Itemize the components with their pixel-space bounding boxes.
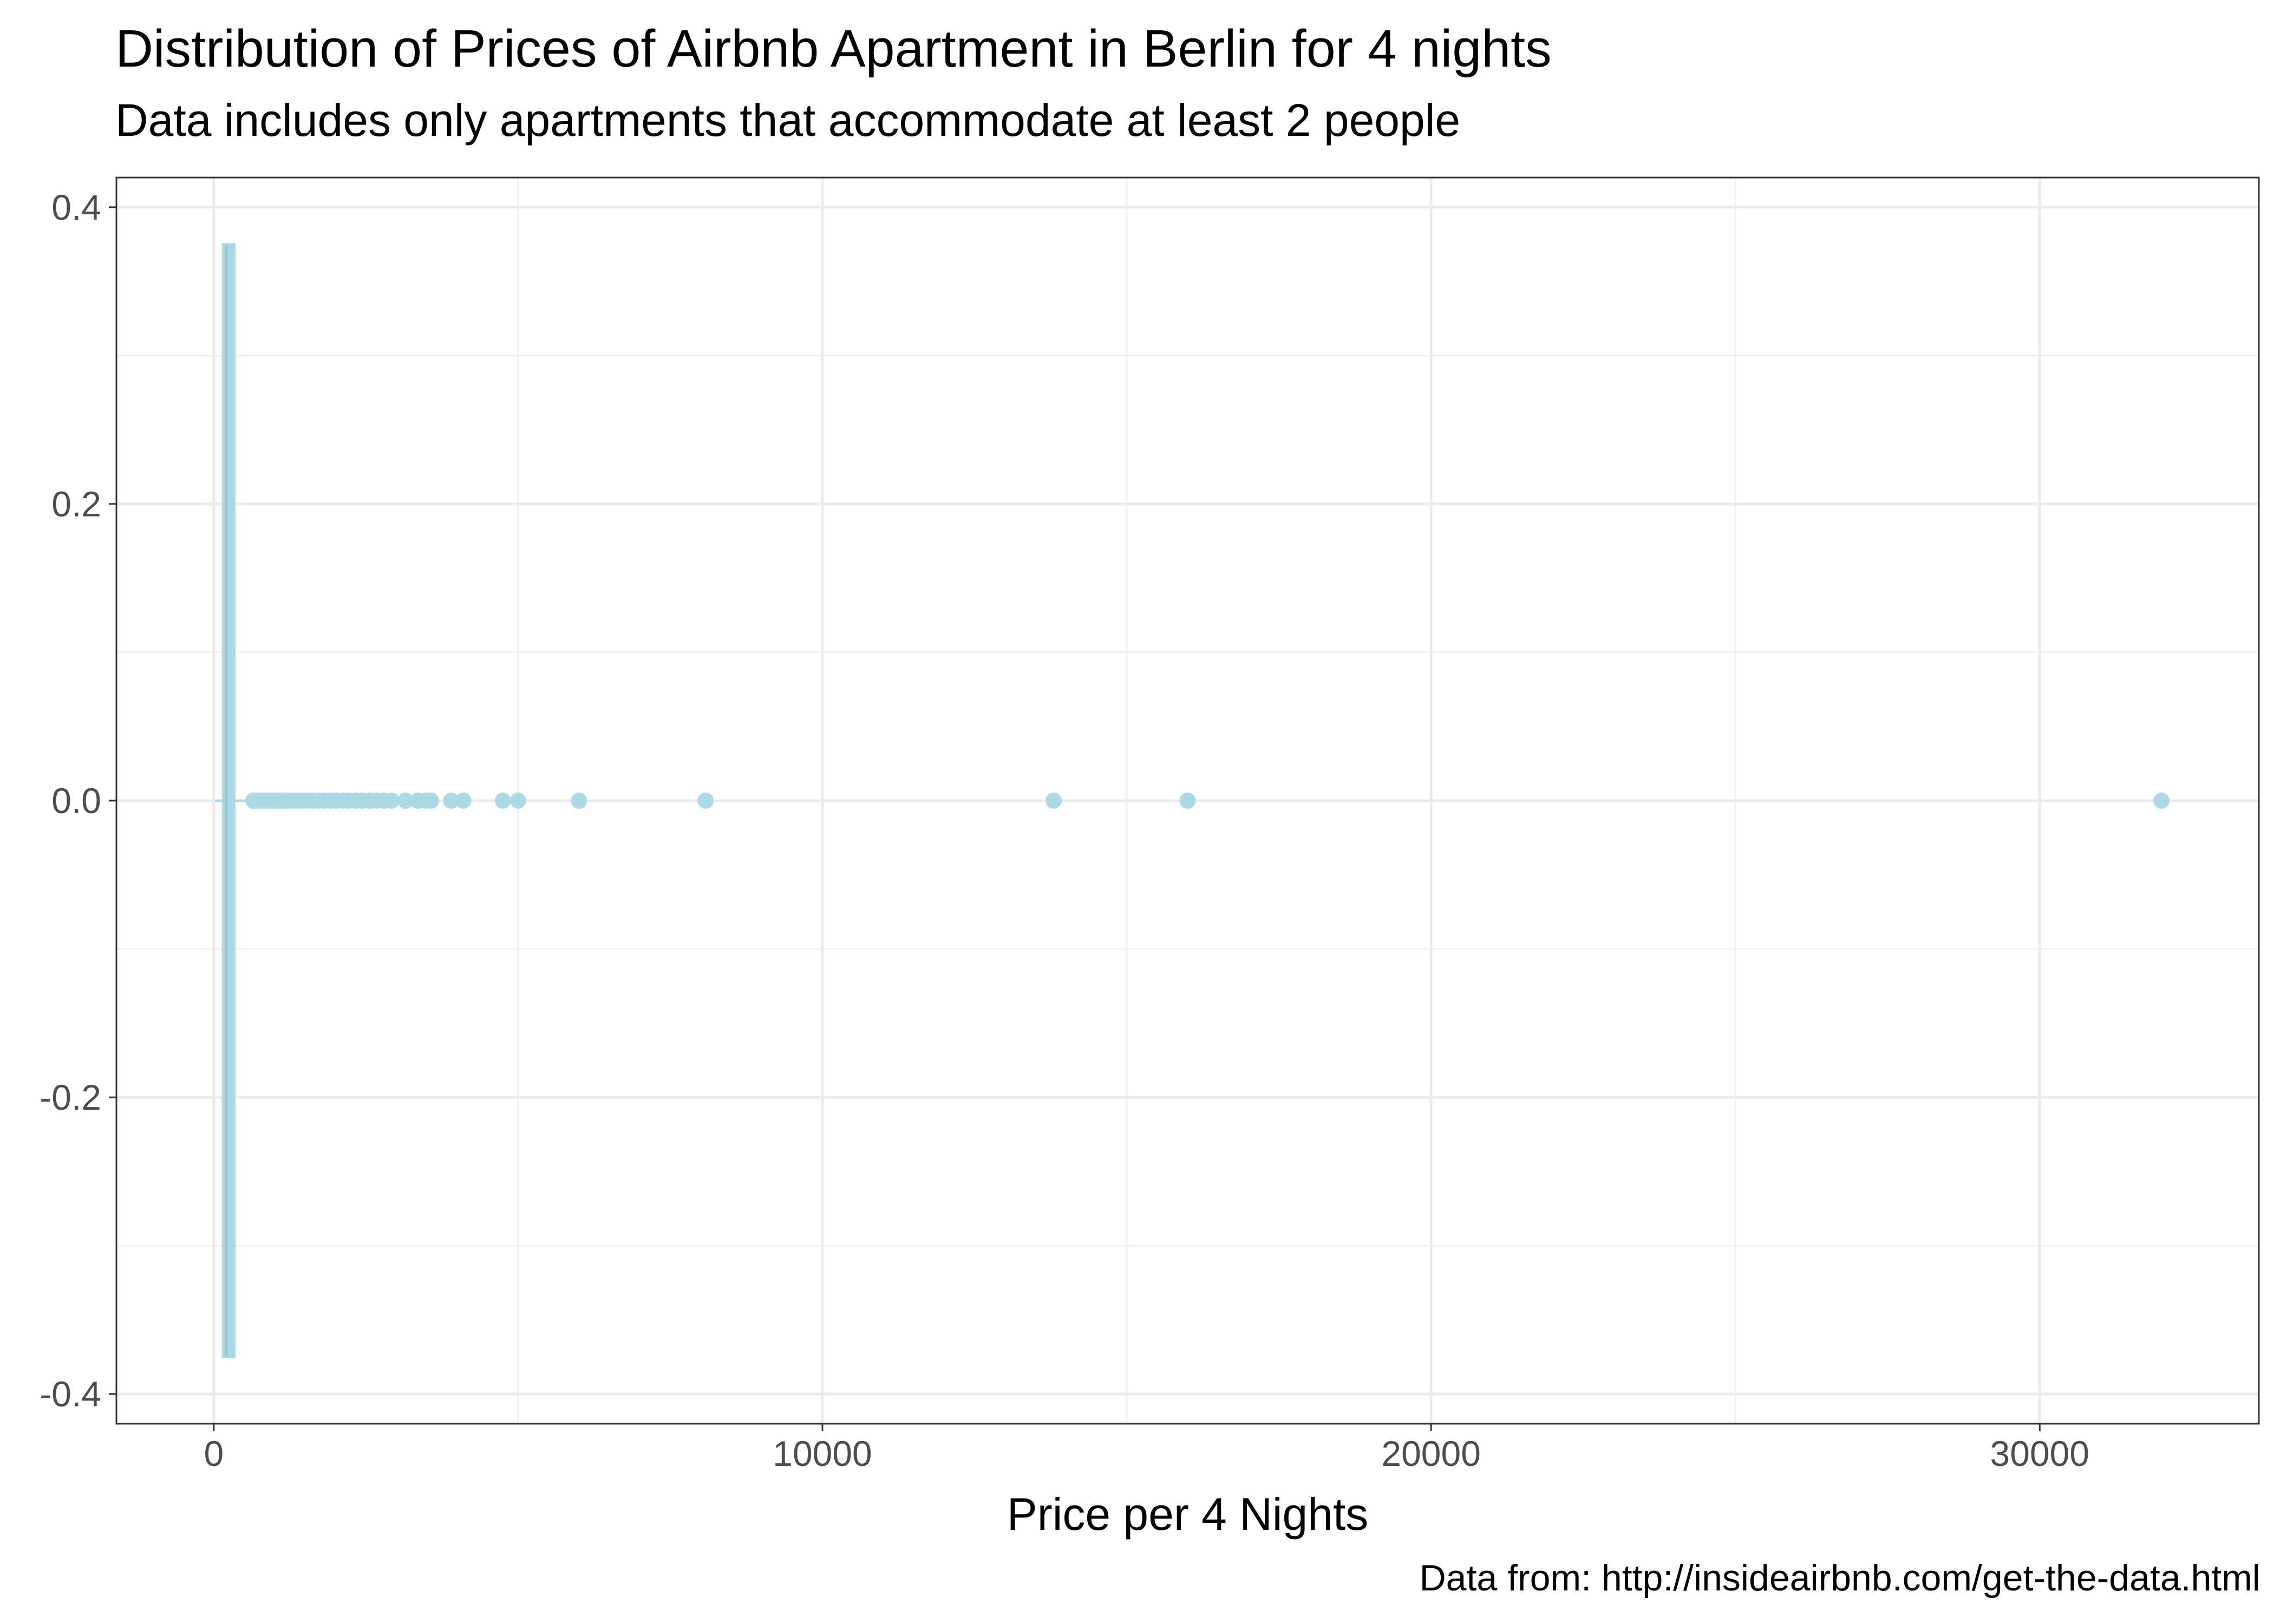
x-tick-label: 10000 <box>773 1433 872 1474</box>
outlier-points <box>245 793 2170 809</box>
outlier-point <box>1045 793 1062 809</box>
x-tick-label: 30000 <box>1990 1433 2090 1474</box>
outlier-point <box>509 793 526 809</box>
x-axis-title: Price per 4 Nights <box>1007 1489 1369 1540</box>
boxplot <box>215 243 252 1358</box>
outlier-point <box>423 793 440 809</box>
grid-lines <box>116 178 2259 1424</box>
chart-caption: Data from: http://insideairbnb.com/get-t… <box>1419 1557 2260 1599</box>
outlier-point <box>494 793 511 809</box>
y-tick-label: 0.2 <box>51 484 101 524</box>
chart-subtitle: Data includes only apartments that accom… <box>115 95 1461 146</box>
outlier-point <box>697 793 714 809</box>
outlier-point <box>455 793 472 809</box>
outlier-point <box>397 793 414 809</box>
box-iqr <box>221 243 236 1358</box>
outlier-point <box>2153 793 2170 809</box>
outlier-point <box>571 793 587 809</box>
y-tick-label: 0.0 <box>51 781 101 821</box>
chart-title: Distribution of Prices of Airbnb Apartme… <box>115 19 1552 78</box>
outlier-point <box>1179 793 1196 809</box>
y-tick-label: 0.4 <box>51 187 101 227</box>
axes: 0 10000 20000 30000 0.4 0.2 0.0 -0.2 -0.4 <box>40 187 2089 1474</box>
x-tick-label: 0 <box>204 1433 224 1474</box>
outlier-point <box>443 793 460 809</box>
outlier-point <box>383 793 400 809</box>
y-tick-label: -0.4 <box>40 1374 101 1414</box>
x-tick-label: 20000 <box>1381 1433 1481 1474</box>
y-tick-label: -0.2 <box>40 1077 101 1117</box>
